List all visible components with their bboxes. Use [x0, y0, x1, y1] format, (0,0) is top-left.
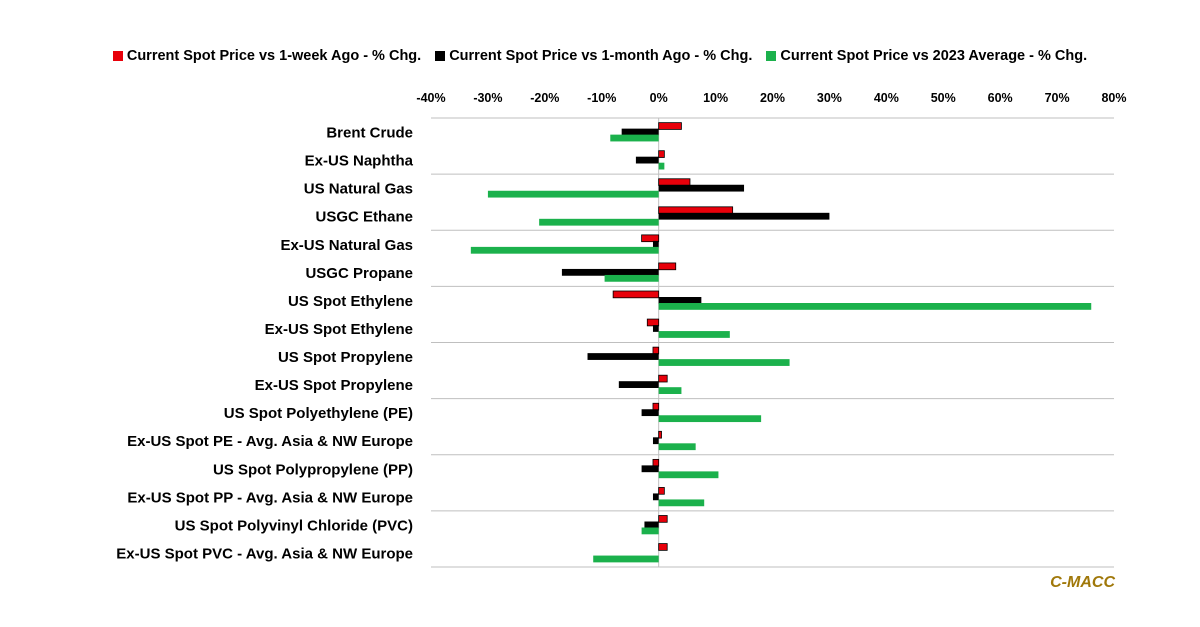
- category-label: Brent Crude: [326, 125, 413, 142]
- category-label: US Spot Ethylene: [288, 293, 413, 310]
- bar-series-1: [658, 543, 668, 551]
- x-tick-label: -30%: [473, 91, 502, 105]
- bar-series-2: [587, 353, 659, 360]
- x-tick-label: 70%: [1045, 91, 1070, 105]
- x-tick-label: 0%: [650, 91, 668, 105]
- legend-label-1week: Current Spot Price vs 1-week Ago - % Chg…: [126, 48, 422, 64]
- bar-series-1: [658, 150, 665, 158]
- bar-series-2: [652, 240, 659, 248]
- bar-series-1: [652, 402, 660, 411]
- bar-series-2: [652, 437, 659, 445]
- category-label: Ex-US Spot PVC - Avg. Asia & NW Europe: [116, 545, 413, 562]
- category-label: Ex-US Spot PE - Avg. Asia & NW Europe: [127, 433, 413, 450]
- bar-series-2: [641, 409, 659, 417]
- legend-label-1month: Current Spot Price vs 1-month Ago - % Ch…: [449, 48, 753, 64]
- legend-item-1week: Current Spot Price vs 1-week Ago - % Chg…: [112, 48, 422, 64]
- category-label: US Spot Polyvinyl Chloride (PVC): [175, 517, 413, 534]
- x-tick-label: -40%: [416, 91, 445, 105]
- bar-series-2: [644, 521, 659, 529]
- category-label: US Spot Polypropylene (PP): [213, 461, 413, 478]
- bar-series-3: [658, 471, 719, 479]
- bar-series-3: [658, 387, 682, 394]
- x-tick-label: 20%: [760, 91, 785, 105]
- bar-series-3: [604, 274, 659, 282]
- category-label: US Spot Propylene: [278, 349, 413, 366]
- bar-series-1: [652, 346, 660, 355]
- bar-series-3: [658, 162, 665, 170]
- x-tick-label: 10%: [703, 91, 728, 105]
- bar-series-3: [658, 303, 1092, 310]
- bar-series-1: [658, 487, 665, 495]
- category-label: USGC Ethane: [315, 209, 413, 226]
- x-tick-label: 30%: [817, 91, 842, 105]
- bar-series-1: [658, 206, 734, 215]
- x-tick-label: -20%: [530, 91, 559, 105]
- category-label: USGC Propane: [305, 265, 413, 282]
- bar-series-3: [658, 415, 762, 423]
- bar-series-1: [652, 458, 660, 467]
- x-tick-label: 60%: [988, 91, 1013, 105]
- bar-series-1: [658, 122, 682, 130]
- bar-series-2: [641, 465, 659, 473]
- bar-series-1: [658, 515, 668, 523]
- bar-series-2: [658, 212, 830, 220]
- legend-label-2023avg: Current Spot Price vs 2023 Average - % C…: [780, 48, 1088, 64]
- bar-series-3: [470, 246, 659, 254]
- category-label: Ex-US Spot Ethylene: [265, 321, 413, 338]
- x-tick-label: 80%: [1101, 91, 1126, 105]
- bar-series-2: [658, 184, 745, 192]
- category-label: Ex-US Spot Propylene: [255, 377, 413, 394]
- bar-series-3: [658, 359, 790, 366]
- legend-swatch-1month: [435, 51, 446, 61]
- bar-series-2: [621, 128, 659, 136]
- bar-series-2: [635, 156, 659, 164]
- bar-series-3: [610, 134, 659, 142]
- bar-series-2: [652, 325, 659, 332]
- brand-label: C-MACC: [1050, 574, 1115, 591]
- bar-series-1: [641, 234, 660, 243]
- category-label: Ex-US Natural Gas: [280, 237, 413, 254]
- bar-series-3: [593, 555, 659, 563]
- category-label: Ex-US Naphtha: [305, 153, 414, 170]
- bar-series-2: [658, 297, 702, 304]
- legend-item-1month: Current Spot Price vs 1-month Ago - % Ch…: [435, 48, 752, 64]
- bar-series-1: [658, 178, 691, 186]
- bar-series-2: [652, 493, 659, 501]
- bar-series-3: [658, 443, 696, 451]
- category-label: US Natural Gas: [304, 181, 413, 198]
- legend-swatch-1week: [112, 51, 123, 61]
- bar-series-3: [658, 499, 705, 507]
- bar-series-1: [612, 290, 660, 299]
- bar-series-3: [487, 190, 659, 198]
- bar-series-1: [658, 374, 668, 383]
- x-tick-label: 50%: [931, 91, 956, 105]
- bar-series-1: [658, 262, 677, 271]
- x-tick-label: 40%: [874, 91, 899, 105]
- legend: Current Spot Price vs 1-week Ago - % Chg…: [0, 48, 1200, 64]
- category-label: US Spot Polyethylene (PE): [224, 405, 413, 422]
- legend-item-2023avg: Current Spot Price vs 2023 Average - % C…: [766, 48, 1087, 64]
- x-tick-label: -10%: [587, 91, 616, 105]
- legend-swatch-2023avg: [766, 51, 777, 61]
- category-label: Ex-US Spot PP - Avg. Asia & NW Europe: [127, 489, 413, 506]
- bar-series-3: [658, 331, 730, 338]
- bar-series-1: [646, 318, 660, 327]
- bar-series-3: [539, 218, 659, 226]
- bar-series-2: [561, 268, 659, 276]
- bar-series-2: [618, 381, 659, 388]
- bar-series-1: [658, 430, 662, 439]
- bar-series-3: [641, 527, 659, 535]
